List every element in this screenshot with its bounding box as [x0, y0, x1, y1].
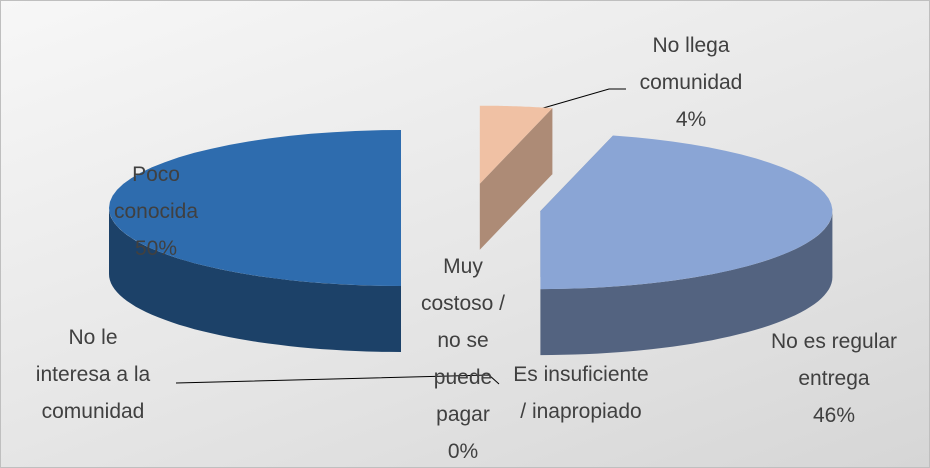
- data-label: Muy costoso / no se puede pagar 0%: [418, 248, 508, 467]
- value-label: 50%: [134, 237, 178, 260]
- slice-side: [540, 211, 833, 356]
- leader-line: [175, 374, 500, 385]
- data-label: No llega comunidad 4%: [621, 27, 761, 138]
- slice: [109, 130, 401, 286]
- category-label: Es insuficiente / inapropiado: [513, 363, 649, 423]
- category-label: Poco conocida: [113, 163, 199, 223]
- data-label: No le interesa a la comunidad: [36, 319, 151, 430]
- slice-side: [109, 208, 401, 352]
- slice-side: [479, 108, 553, 250]
- data-label: Poco conocida 50%: [101, 156, 211, 267]
- category-label: No le interesa a la comunidad: [35, 326, 151, 423]
- category-label: No llega comunidad: [639, 34, 743, 94]
- value-label: 4%: [675, 108, 707, 131]
- slice: [479, 105, 553, 184]
- category-label: No es regular entrega: [770, 330, 898, 390]
- data-label: Es insuficiente / inapropiado: [511, 356, 651, 430]
- value-label: 46%: [812, 404, 856, 427]
- value-label: 0%: [447, 440, 479, 463]
- slice: [540, 135, 833, 290]
- category-label: Muy costoso / no se puede pagar: [420, 255, 506, 426]
- leader-line: [525, 88, 626, 114]
- data-label: No es regular entrega 46%: [744, 323, 924, 434]
